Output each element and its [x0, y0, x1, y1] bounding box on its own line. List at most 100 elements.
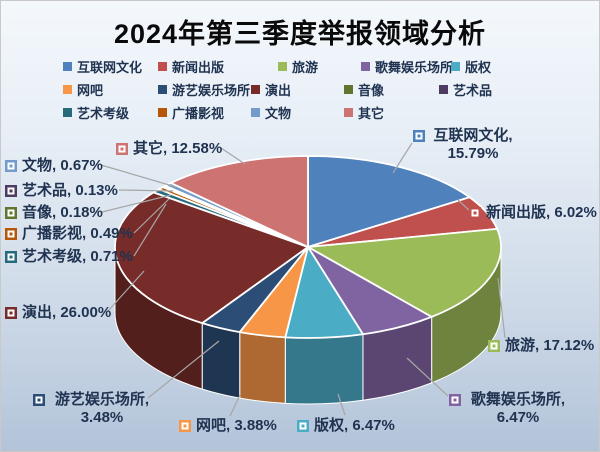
legend-label: 版权 — [465, 60, 492, 75]
legend-label: 旅游 — [292, 60, 319, 75]
leader-line-音像 — [101, 194, 172, 213]
legend-swatch-icon — [251, 108, 260, 117]
legend-swatch-icon — [158, 108, 167, 117]
legend-swatch-icon — [451, 62, 460, 71]
legend-key-icon — [5, 251, 17, 263]
legend-label: 游艺娱乐场所 — [172, 83, 251, 98]
leader-line-歌舞娱乐场所 — [406, 357, 449, 397]
legend-key-icon — [469, 207, 481, 219]
legend-label: 新闻出版 — [172, 60, 225, 75]
legend-label: 文物 — [265, 106, 292, 121]
data-label-演出: 演出, 26.00% — [5, 304, 111, 322]
pie-slice-其它 — [169, 155, 309, 248]
legend-swatch-icon — [344, 108, 353, 117]
data-label-其它: 其它, 12.58% — [116, 140, 222, 158]
legend-key-icon — [297, 420, 309, 432]
legend-swatch-icon — [344, 85, 353, 94]
data-label-版权: 版权, 6.47% — [297, 417, 395, 435]
data-label-text: 歌舞娱乐场所, 6.47% — [470, 391, 566, 426]
legend-swatch-icon — [439, 85, 448, 94]
leader-line-游艺娱乐场所 — [147, 340, 220, 399]
data-label-text: 版权, 6.47% — [314, 417, 395, 434]
legend-swatch-icon — [361, 62, 370, 71]
data-label-歌舞娱乐场所: 歌舞娱乐场所, 6.47% — [449, 391, 570, 427]
leader-line-网吧 — [229, 394, 241, 417]
legend-key-icon — [449, 394, 461, 406]
legend-item-文物: 文物 — [251, 103, 291, 122]
pie-wall-游艺娱乐场所 — [201, 322, 241, 399]
legend-key-icon — [5, 185, 17, 197]
legend-item-版权: 版权 — [451, 57, 491, 76]
data-label-广播影视: 广播影视, 0.49% — [5, 225, 133, 243]
leader-line-艺术品 — [118, 189, 174, 192]
pie-slice-演出 — [114, 191, 309, 324]
leader-line-互联网文化 — [392, 142, 413, 174]
data-label-text: 游艺娱乐场所, 3.48% — [54, 391, 150, 426]
data-label-text: 其它, 12.58% — [133, 140, 223, 157]
legend-key-icon — [116, 143, 128, 155]
legend-label: 其它 — [358, 106, 385, 121]
data-label-text: 演出, 26.00% — [22, 304, 112, 321]
legend-label: 演出 — [265, 83, 292, 98]
legend-key-icon — [413, 130, 425, 142]
pie-slice-互联网文化 — [307, 155, 471, 248]
leader-line-艺术考级 — [133, 203, 167, 257]
legend-item-演出: 演出 — [251, 80, 291, 99]
data-label-互联网文化: 互联网文化, 15.79% — [413, 127, 516, 163]
leader-line-文物 — [100, 164, 177, 188]
legend-swatch-icon — [63, 85, 72, 94]
legend-swatch-icon — [158, 62, 167, 71]
data-label-text: 旅游, 17.12% — [505, 337, 595, 354]
legend-item-艺术考级: 艺术考级 — [63, 103, 129, 122]
leader-line-新闻出版 — [457, 199, 471, 212]
legend-label: 网吧 — [77, 83, 104, 98]
legend-label: 艺术考级 — [77, 106, 130, 121]
legend-item-音像: 音像 — [344, 80, 384, 99]
legend-item-广播影视: 广播影视 — [158, 103, 224, 122]
data-label-新闻出版: 新闻出版, 6.02% — [469, 204, 597, 222]
legend-label: 音像 — [358, 83, 385, 98]
data-label-text: 艺术品, 0.13% — [22, 182, 118, 199]
data-label-旅游: 旅游, 17.12% — [488, 337, 594, 355]
legend-label: 互联网文化 — [77, 60, 143, 75]
legend-label: 广播影视 — [172, 106, 225, 121]
legend-key-icon — [488, 340, 500, 352]
legend-label: 艺术品 — [453, 83, 493, 98]
legend-item-其它: 其它 — [344, 103, 384, 122]
legend-key-icon — [5, 160, 17, 172]
legend-key-icon — [5, 207, 17, 219]
leader-line-广播影视 — [133, 198, 170, 234]
leader-line-版权 — [337, 393, 346, 416]
legend-label: 歌舞娱乐场所 — [375, 60, 454, 75]
legend-swatch-icon — [63, 108, 72, 117]
pie-wall-版权 — [284, 333, 364, 405]
data-label-游艺娱乐场所: 游艺娱乐场所, 3.48% — [33, 391, 154, 427]
leader-line-演出 — [107, 270, 145, 312]
data-label-text: 艺术考级, 0.71% — [22, 248, 133, 265]
pie-wall-网吧 — [239, 331, 286, 404]
legend-item-旅游: 旅游 — [278, 57, 318, 76]
data-label-艺术考级: 艺术考级, 0.71% — [5, 248, 133, 266]
legend-key-icon — [5, 307, 17, 319]
data-label-text: 互联网文化, 15.79% — [433, 127, 513, 162]
legend-swatch-icon — [251, 85, 260, 94]
leader-line-其它 — [220, 147, 246, 165]
data-label-艺术品: 艺术品, 0.13% — [5, 182, 118, 200]
leader-line-旅游 — [497, 277, 506, 339]
data-label-音像: 音像, 0.18% — [5, 204, 103, 222]
data-label-text: 新闻出版, 6.02% — [486, 204, 597, 221]
data-label-text: 网吧, 3.88% — [196, 417, 277, 434]
data-label-文物: 文物, 0.67% — [5, 157, 103, 175]
legend-item-歌舞娱乐场所: 歌舞娱乐场所 — [361, 57, 453, 76]
data-label-text: 广播影视, 0.49% — [22, 225, 133, 242]
legend-swatch-icon — [278, 62, 287, 71]
legend-key-icon — [5, 228, 17, 240]
legend-item-新闻出版: 新闻出版 — [158, 57, 224, 76]
legend-item-艺术品: 艺术品 — [439, 80, 492, 99]
legend-swatch-icon — [158, 85, 167, 94]
legend-key-icon — [33, 394, 45, 406]
legend-swatch-icon — [63, 62, 72, 71]
legend-item-网吧: 网吧 — [63, 80, 103, 99]
